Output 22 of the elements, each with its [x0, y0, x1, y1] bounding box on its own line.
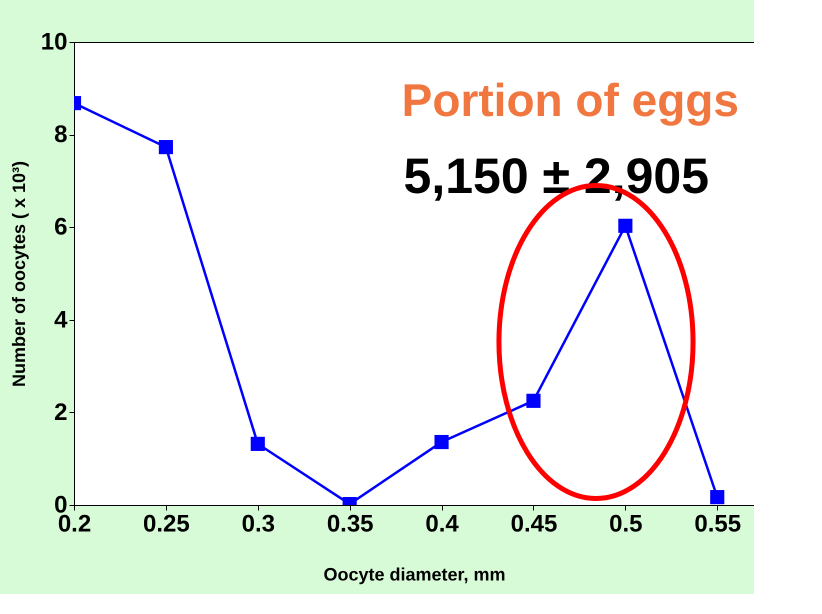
annotation: 5,150 ± 2,905	[404, 148, 709, 204]
point	[710, 490, 724, 504]
x-tick-label: 0.45	[510, 510, 558, 538]
point	[618, 218, 632, 233]
y-tick-label: 4	[54, 306, 68, 334]
point	[158, 140, 173, 154]
x-tick-label: 0.55	[694, 510, 742, 538]
y-tick-label: 8	[54, 121, 68, 148]
point	[250, 436, 265, 451]
x-tick-label: 0.25	[143, 510, 190, 538]
y-axis-title: Number of oocytes ( x 10³)	[8, 160, 29, 388]
x-tick-label: 0.4	[425, 510, 460, 538]
point	[526, 394, 541, 408]
y-tick-label: 6	[54, 214, 68, 241]
point	[434, 434, 449, 450]
y-tick-label: 10	[40, 28, 68, 56]
annotation: Portion of eggs	[402, 74, 739, 126]
x-tick-label: 0.5	[609, 510, 643, 538]
y-tick-label: 2	[54, 398, 68, 426]
x-tick-label: 0.3	[242, 510, 275, 538]
x-tick-label: 0.35	[326, 510, 374, 538]
x-axis-title: Oocyte diameter, mm	[323, 564, 506, 584]
